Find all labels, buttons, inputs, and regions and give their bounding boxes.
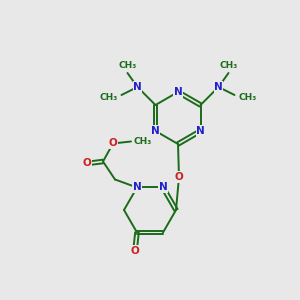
Text: CH₃: CH₃ [99, 94, 118, 103]
Text: CH₃: CH₃ [219, 61, 238, 70]
Text: N: N [159, 182, 167, 193]
Text: N: N [151, 126, 160, 136]
Text: N: N [214, 82, 223, 92]
Text: N: N [133, 182, 141, 193]
Text: N: N [133, 82, 142, 92]
Text: O: O [175, 172, 183, 182]
Text: N: N [174, 87, 182, 97]
Text: O: O [109, 139, 117, 148]
Text: CH₃: CH₃ [238, 94, 257, 103]
Text: O: O [82, 158, 91, 169]
Text: CH₃: CH₃ [134, 137, 152, 146]
Text: O: O [130, 245, 140, 256]
Text: CH₃: CH₃ [118, 61, 136, 70]
Text: N: N [196, 126, 205, 136]
